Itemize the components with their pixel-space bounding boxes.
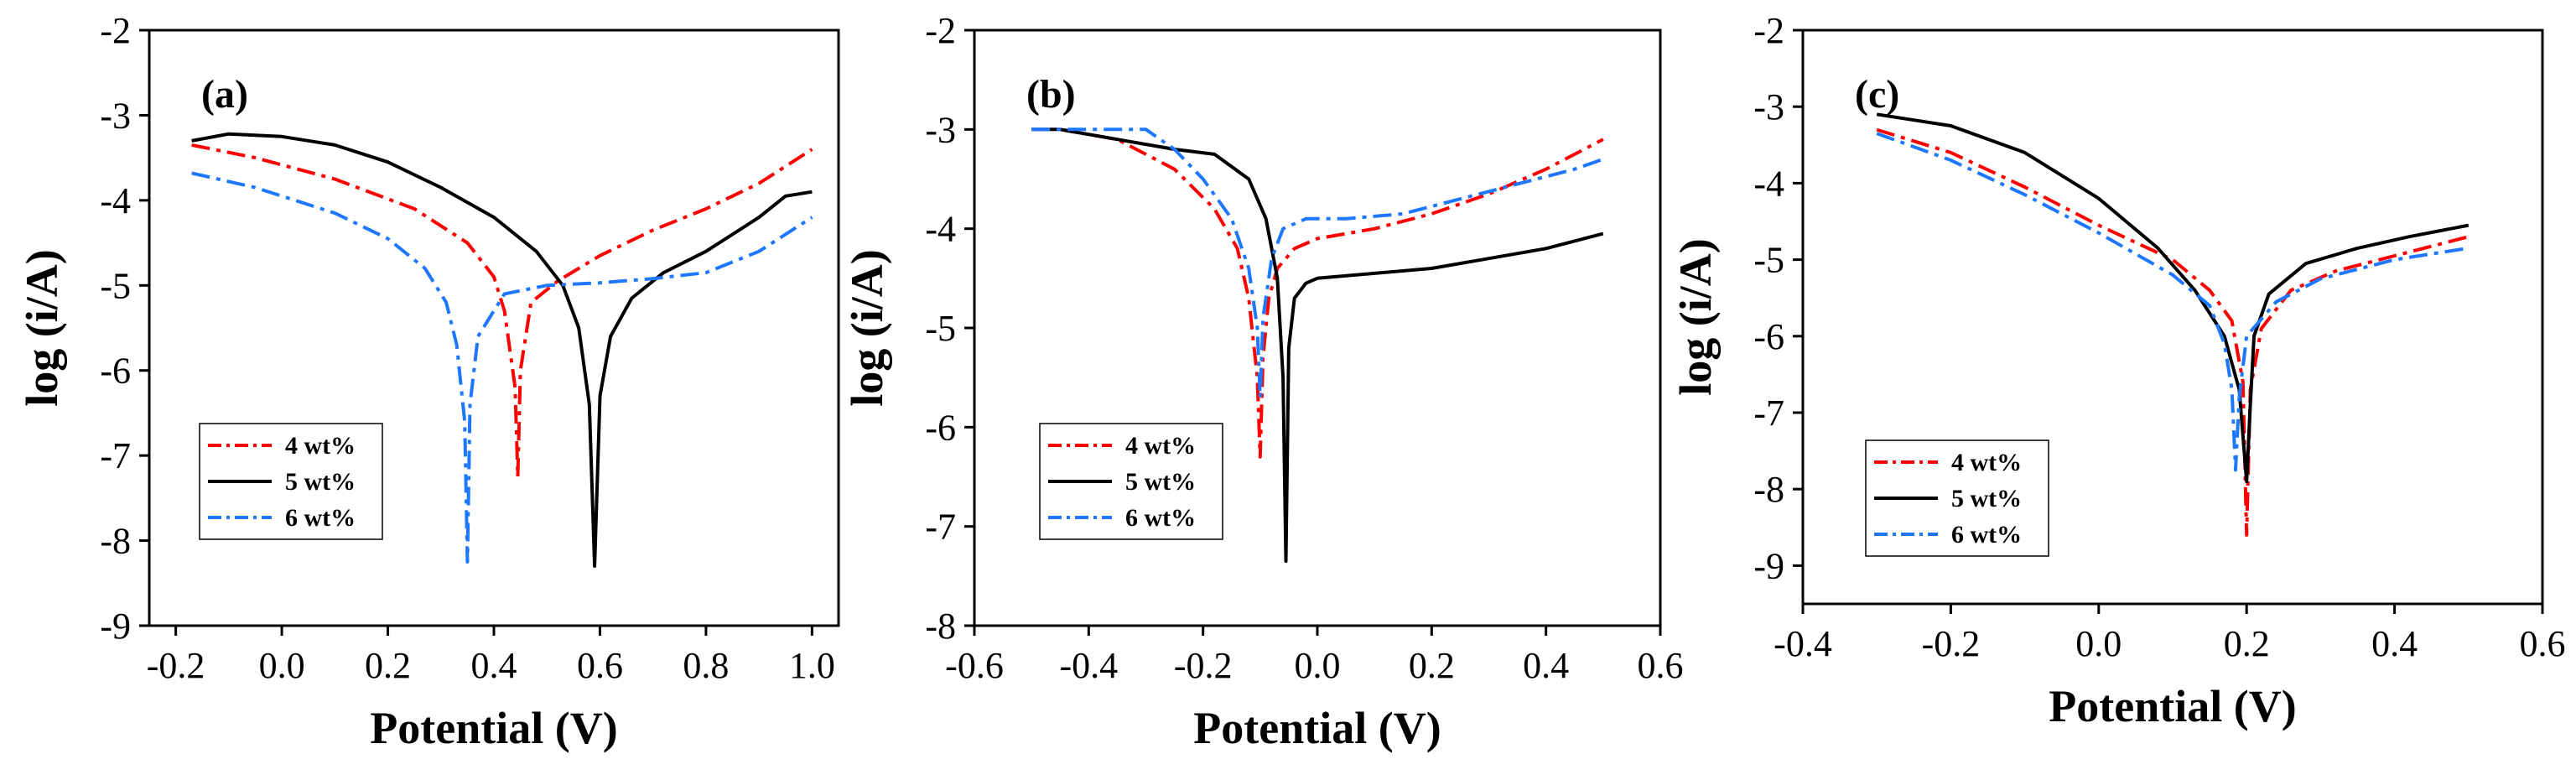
chart-panel-2: -0.6 -0.4 -0.2 0.0 0.2 0.4 0.6 -8 -7 -6 -5 -4 -3 -2 Po… xyxy=(842,10,1684,753)
x-tick-label: 0.6 xyxy=(577,645,623,686)
legend-label: 5 wt% xyxy=(285,468,356,496)
x-tick-label: 0.0 xyxy=(259,645,305,686)
y-tick-label: -3 xyxy=(925,109,956,150)
y-tick-label: -8 xyxy=(100,521,131,562)
y-tick-label: -6 xyxy=(100,351,131,392)
x-tick-label: -0.2 xyxy=(1174,645,1233,686)
panel-label: (a) xyxy=(201,72,248,117)
y-tick-label: -5 xyxy=(1753,240,1784,281)
x-axis-label: Potential (V) xyxy=(1193,703,1441,753)
y-tick-label: -3 xyxy=(100,95,131,136)
series-line-6wt xyxy=(191,171,813,564)
series-line-5wt xyxy=(1876,112,2470,484)
legend-label: 4 wt% xyxy=(1125,432,1196,460)
y-tick-label: -5 xyxy=(100,265,131,306)
y-tick-label: -2 xyxy=(1753,10,1784,51)
series-line-6wt xyxy=(1031,127,1604,399)
x-tick-label: -0.2 xyxy=(1922,623,1981,664)
x-tick-label: 0.4 xyxy=(471,645,517,686)
y-axis-label: log (i/A) xyxy=(1670,238,1721,395)
panel-label: (b) xyxy=(1026,72,1076,117)
x-tick-label: 0.4 xyxy=(2371,623,2418,664)
y-tick-label: -9 xyxy=(100,606,131,647)
x-tick-label: 0.0 xyxy=(2075,623,2122,664)
legend-label: 5 wt% xyxy=(1951,485,2022,512)
y-tick-label: -2 xyxy=(925,10,956,51)
chart-panel-1: -0.2 0.0 0.2 0.4 0.6 0.8 1.0 -9 -8 -7 -6 -5 -4 -3 -2 Po… xyxy=(17,10,840,753)
legend-label: 4 wt% xyxy=(1951,449,2022,476)
legend-label: 6 wt% xyxy=(285,504,356,532)
x-tick-label: 0.8 xyxy=(683,645,729,686)
chart-panel-3: -0.4 -0.2 0.0 0.2 0.4 0.6 -9 -8 -7 -6 -5 -4 -3 -2 Pote… xyxy=(1670,10,2566,731)
y-tick-label: -4 xyxy=(100,180,131,221)
x-tick-label: 0.2 xyxy=(2224,623,2270,664)
series-line-5wt xyxy=(191,132,813,568)
x-axis-label: Potential (V) xyxy=(2049,681,2296,731)
x-tick-label: -0.2 xyxy=(147,645,205,686)
x-tick-label: -0.6 xyxy=(945,645,1004,686)
legend-label: 5 wt% xyxy=(1125,468,1196,496)
x-tick-label: 0.2 xyxy=(365,645,411,686)
panel-label: (c) xyxy=(1855,72,1899,117)
series-line-4wt xyxy=(191,143,813,479)
y-tick-label: -7 xyxy=(1753,393,1784,434)
y-tick-label: -9 xyxy=(1753,545,1784,586)
y-tick-label: -4 xyxy=(1753,163,1784,204)
series-line-6wt xyxy=(1876,132,2470,472)
y-tick-label: -2 xyxy=(100,10,131,51)
x-tick-label: 0.4 xyxy=(1523,645,1569,686)
x-tick-label: 0.6 xyxy=(1638,645,1684,686)
legend: 4 wt% 5 wt% 6 wt% xyxy=(1039,423,1223,540)
y-tick-label: -6 xyxy=(1753,316,1784,357)
y-tick-label: -3 xyxy=(1753,86,1784,127)
plot-frame xyxy=(1801,29,2544,606)
y-axis-label: log (i/A) xyxy=(842,249,892,406)
y-axis-label: log (i/A) xyxy=(17,249,67,406)
series-line-4wt xyxy=(1059,127,1604,459)
x-tick-label: -0.4 xyxy=(1060,645,1119,686)
x-tick-label: 1.0 xyxy=(789,645,835,686)
x-tick-label: 0.2 xyxy=(1409,645,1455,686)
legend: 4 wt% 5 wt% 6 wt% xyxy=(199,423,383,540)
y-tick-label: -7 xyxy=(100,435,131,476)
legend-label: 4 wt% xyxy=(285,432,356,460)
x-tick-label: 0.6 xyxy=(2520,623,2566,664)
y-tick-label: -8 xyxy=(925,606,956,647)
y-tick-label: -4 xyxy=(925,209,956,250)
x-tick-label: 0.0 xyxy=(1295,645,1341,686)
y-tick-label: -5 xyxy=(925,308,956,349)
y-tick-label: -7 xyxy=(925,507,956,548)
legend: 4 wt% 5 wt% 6 wt% xyxy=(1865,439,2049,557)
x-tick-label: -0.4 xyxy=(1774,623,1832,664)
y-tick-label: -8 xyxy=(1753,469,1784,510)
y-tick-label: -6 xyxy=(925,407,956,448)
legend-label: 6 wt% xyxy=(1951,521,2022,549)
x-axis-label: Potential (V) xyxy=(370,703,617,753)
legend-label: 6 wt% xyxy=(1125,504,1196,532)
